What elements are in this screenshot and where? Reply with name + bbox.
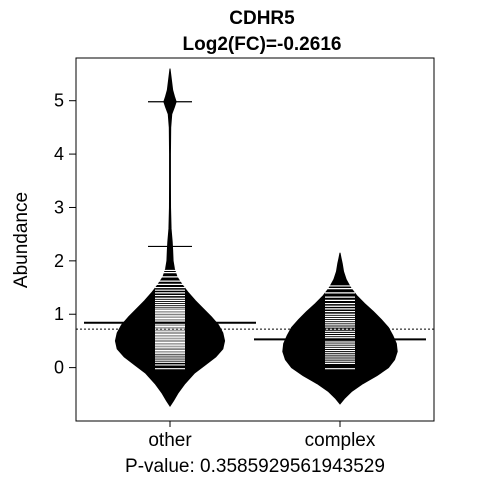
y-tick-label: 5 bbox=[54, 91, 64, 111]
y-tick-label: 1 bbox=[54, 304, 64, 324]
y-tick-label: 2 bbox=[54, 251, 64, 271]
bean-complex bbox=[282, 252, 398, 405]
plot-frame bbox=[75, 57, 435, 422]
chart-title: CDHR5 bbox=[229, 8, 295, 29]
bean-other bbox=[114, 68, 226, 407]
y-tick-label: 4 bbox=[54, 144, 64, 164]
chart-subtitle: Log2(FC)=-0.2616 bbox=[183, 34, 342, 55]
x-tick-label-complex: complex bbox=[305, 430, 376, 451]
group-means-layer bbox=[84, 321, 426, 341]
beans-layer bbox=[114, 68, 398, 407]
y-tick-label: 0 bbox=[54, 358, 64, 378]
x-tick-label-other: other bbox=[148, 430, 192, 451]
x-axis-label: P-value: 0.3585929561943529 bbox=[125, 456, 385, 477]
x-axis: other complex bbox=[148, 421, 376, 451]
y-tick-label: 3 bbox=[54, 197, 64, 217]
y-axis-label: Abundance bbox=[11, 192, 32, 288]
y-axis: 0 1 2 3 4 5 bbox=[54, 91, 76, 378]
